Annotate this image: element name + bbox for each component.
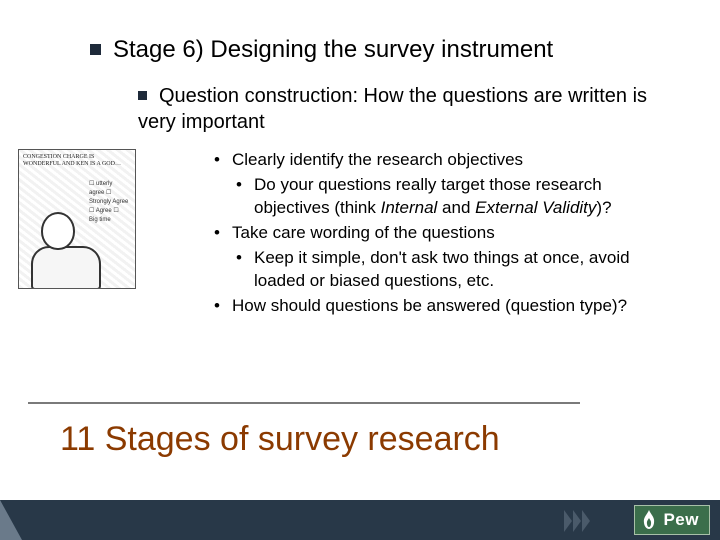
sub-bullet-list: Clearly identify the research objectives…	[142, 149, 680, 320]
flame-icon	[641, 510, 657, 530]
sub-text: )?	[596, 198, 611, 217]
italic-text: External Validity	[475, 198, 596, 217]
sub-bullet: Clearly identify the research objectives	[214, 149, 660, 172]
sub-bullet-text: Take care wording of the questions	[232, 223, 495, 242]
level1-text: Stage 6) Designing the survey instrument	[113, 36, 553, 63]
chevron-icon	[564, 510, 572, 532]
sub-bullet-text: How should questions be answered (questi…	[232, 296, 627, 315]
level1-bullet: Stage 6) Designing the survey instrument	[90, 34, 680, 65]
slide: Stage 6) Designing the survey instrument…	[0, 0, 720, 540]
level2-text: Question construction: How the questions…	[138, 85, 647, 133]
cartoon-body-shape	[31, 246, 101, 289]
footer-corner-accent	[0, 500, 22, 540]
cartoon-options: ☐ utterly agree ☐ Strongly Agree ☐ Agree…	[89, 180, 129, 240]
cartoon-image: CONGESTION CHARGE IS WONDERFUL AND KEN I…	[18, 149, 136, 289]
chevron-icon	[582, 510, 590, 532]
square-bullet-icon	[90, 44, 101, 55]
horizontal-divider	[28, 402, 580, 404]
chevron-icon	[573, 510, 581, 532]
cartoon-head-shape	[41, 212, 75, 250]
level2-bullet: Question construction: How the questions…	[138, 83, 680, 135]
sub-bullet: Take care wording of the questions	[214, 222, 660, 245]
slide-title: 11 Stages of survey research	[60, 420, 500, 459]
sub-sub-bullet: Do your questions really target those re…	[236, 174, 660, 220]
sub-text: Keep it simple, don't ask two things at …	[254, 248, 630, 290]
sub-bullet-text: Clearly identify the research objectives	[232, 150, 523, 169]
sub-bullet: How should questions be answered (questi…	[214, 295, 660, 318]
cartoon-header: CONGESTION CHARGE IS WONDERFUL AND KEN I…	[23, 154, 131, 167]
square-bullet-icon	[138, 91, 147, 100]
slide-footer: Pew	[0, 500, 720, 540]
pew-logo-text: Pew	[663, 510, 699, 530]
footer-chevrons	[564, 510, 590, 532]
sub-text: and	[437, 198, 475, 217]
pew-logo-badge: Pew	[634, 505, 710, 535]
italic-text: Internal	[381, 198, 438, 217]
sub-sub-bullet: Keep it simple, don't ask two things at …	[236, 247, 660, 293]
content-row: CONGESTION CHARGE IS WONDERFUL AND KEN I…	[40, 149, 680, 320]
